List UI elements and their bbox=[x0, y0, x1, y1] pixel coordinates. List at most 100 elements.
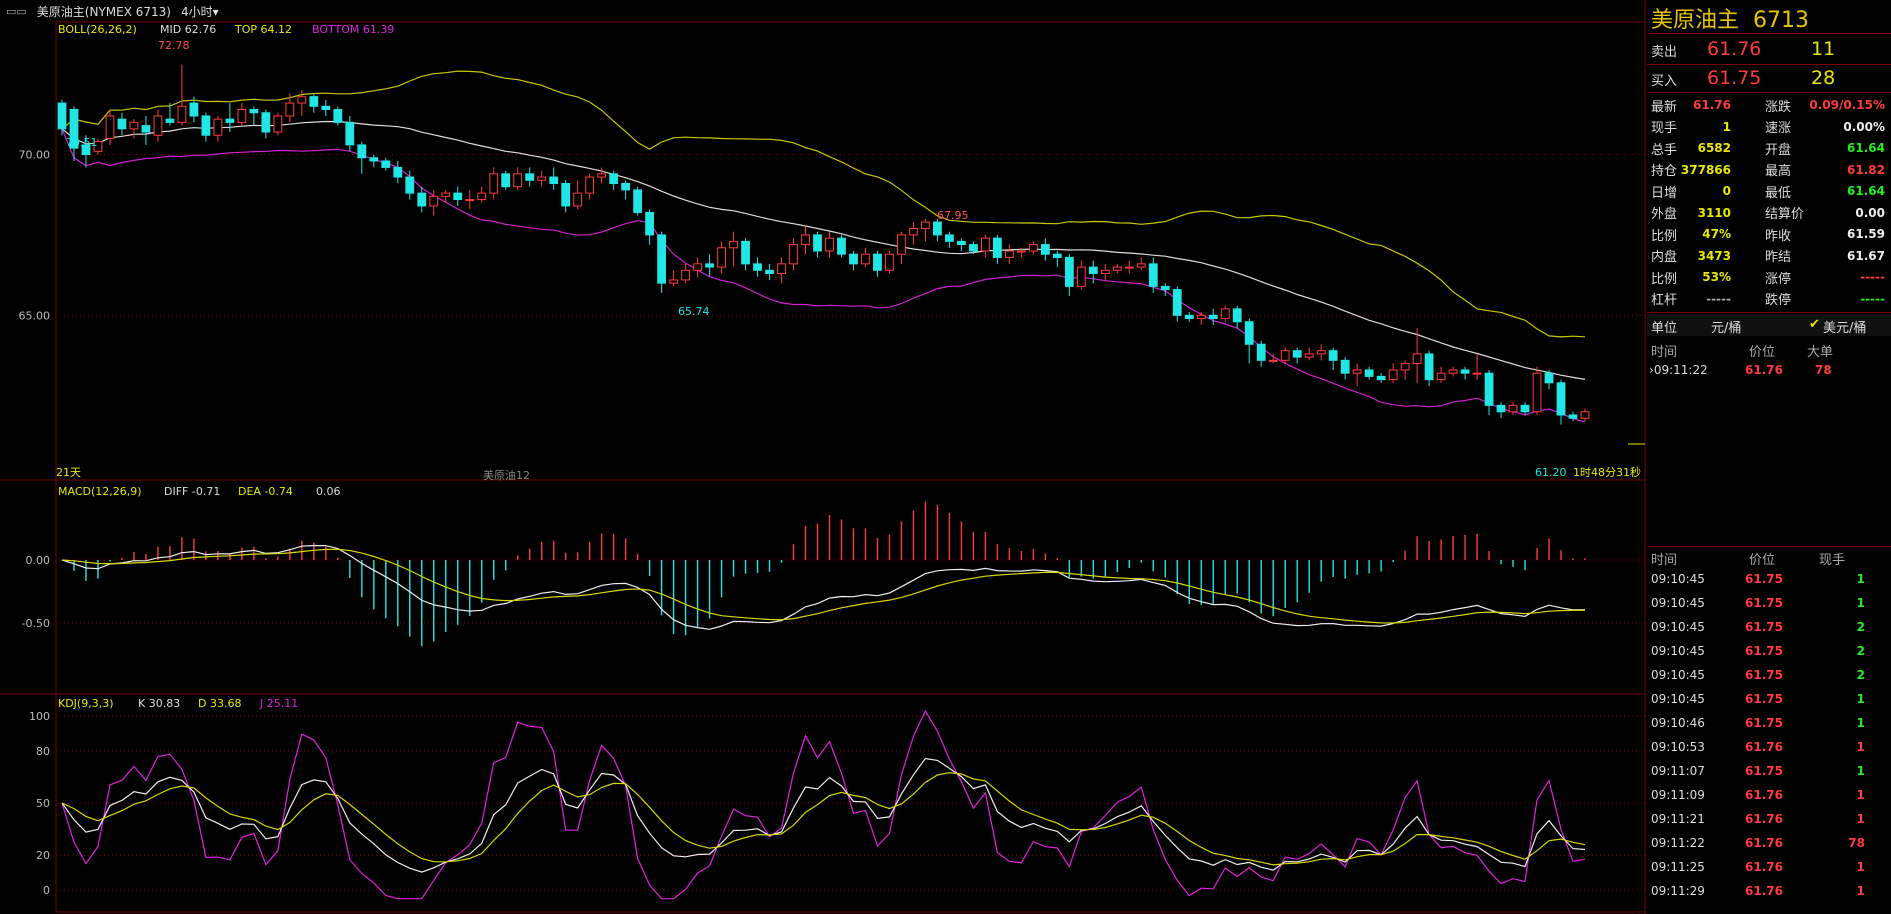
boll-mid-line bbox=[61, 120, 1586, 380]
tick-row[interactable]: 09:10:45 61.75 2 bbox=[1647, 616, 1891, 640]
tick-time: 09:10:45 bbox=[1651, 596, 1705, 610]
stat-row: 最新 61.76 涨跌 0.09/0.15% bbox=[1647, 95, 1891, 115]
last-low-annotation: 61.20 bbox=[1535, 466, 1567, 479]
tick-size: 1 bbox=[1856, 788, 1865, 802]
tick-row[interactable]: 09:11:07 61.75 1 bbox=[1647, 760, 1891, 784]
stat-value: 377866 bbox=[1680, 162, 1731, 177]
buy-row: 买入 61.75 28 bbox=[1651, 67, 1836, 89]
candle-body bbox=[1448, 369, 1458, 374]
candle-body bbox=[1124, 266, 1134, 269]
macd-axis-label: 0.00 bbox=[26, 554, 51, 567]
stat-row: 日增 0 最低 61.64 bbox=[1647, 181, 1891, 201]
candle-body bbox=[1472, 372, 1482, 375]
candle-body bbox=[129, 121, 139, 130]
candle-body bbox=[777, 263, 786, 275]
candle-body bbox=[513, 173, 523, 188]
stat-row: 内盘 3473 昨结 61.67 bbox=[1647, 246, 1891, 266]
candle-body bbox=[213, 118, 223, 136]
candle-body bbox=[429, 195, 439, 207]
candle-body bbox=[1208, 314, 1218, 320]
countdown-text: 1时48分31秒 bbox=[1573, 465, 1641, 479]
candle-body bbox=[1160, 285, 1170, 291]
big-order-row[interactable]: ›09:11:22 61.76 78 bbox=[1647, 360, 1891, 380]
tick-size: 1 bbox=[1856, 572, 1865, 586]
stat-row: 杠杆 ----- 跌停 ----- bbox=[1647, 289, 1891, 309]
tick-row[interactable]: 09:11:09 61.76 1 bbox=[1647, 784, 1891, 808]
tick-price: 61.75 bbox=[1745, 764, 1783, 778]
candle-body bbox=[561, 182, 571, 207]
tick-row[interactable]: 09:11:25 61.76 1 bbox=[1647, 856, 1891, 880]
quote-panel: 美原油主 6713 卖出 61.76 11 买入 61.75 28 最新 61.7… bbox=[1647, 0, 1891, 914]
tick-size: 2 bbox=[1856, 668, 1865, 682]
candle-body bbox=[705, 263, 714, 268]
tick-row[interactable]: 09:11:21 61.76 1 bbox=[1647, 808, 1891, 832]
tick-row[interactable]: 09:10:45 61.75 2 bbox=[1647, 664, 1891, 688]
candle-body bbox=[501, 173, 511, 188]
big-order-time: ›09:11:22 bbox=[1649, 363, 1708, 377]
candle-body bbox=[189, 102, 199, 117]
candle-body bbox=[1172, 289, 1182, 316]
candle-body bbox=[237, 109, 247, 123]
candle-body bbox=[1316, 350, 1326, 355]
candle-body bbox=[921, 221, 930, 229]
stat-value: 47% bbox=[1702, 227, 1731, 241]
tick-time: 09:10:45 bbox=[1651, 644, 1705, 658]
tick-row[interactable]: 09:10:45 61.75 1 bbox=[1647, 592, 1891, 616]
candle-body bbox=[1076, 266, 1086, 287]
window-title: 美原油主(NYMEX 6713) bbox=[36, 4, 171, 19]
tick-size: 78 bbox=[1848, 836, 1865, 850]
stat-value: 1 bbox=[1722, 119, 1731, 134]
tick-price: 61.75 bbox=[1745, 716, 1783, 730]
unit-usd-option[interactable]: 美元/桶 bbox=[1823, 321, 1867, 336]
stat-label: 比例 bbox=[1651, 271, 1678, 287]
stat-value: 61.82 bbox=[1847, 162, 1885, 177]
window-restore-icon[interactable]: ▭▭ bbox=[6, 4, 27, 18]
candle-body bbox=[573, 192, 583, 207]
tick-row[interactable]: 09:11:29 61.76 1 bbox=[1647, 880, 1891, 904]
candle-body bbox=[465, 199, 475, 202]
kdj-k-value: K 30.83 bbox=[138, 697, 180, 710]
unit-cny-option[interactable]: 元/桶 bbox=[1711, 321, 1742, 336]
tick-row[interactable]: 09:10:45 61.75 1 bbox=[1647, 688, 1891, 712]
tick-row[interactable]: 09:11:22 61.76 78 bbox=[1647, 832, 1891, 856]
stat-label: 开盘 bbox=[1765, 142, 1792, 158]
candle-body bbox=[1292, 350, 1302, 358]
candle-body bbox=[1352, 369, 1362, 374]
candle-body bbox=[969, 244, 978, 252]
period-selector[interactable]: 4小时▾ bbox=[180, 4, 219, 19]
tick-price: 61.75 bbox=[1745, 644, 1783, 658]
kline-chart-area[interactable]: 70.00 65.00 BOLL(26,26,2) MID 62.76 TOP 64.1… bbox=[0, 0, 1647, 914]
price-axis-label: 65.00 bbox=[19, 309, 51, 322]
candle-body bbox=[57, 102, 67, 130]
candle-body bbox=[1460, 369, 1470, 374]
stat-value: 61.76 bbox=[1693, 98, 1731, 112]
tick-row[interactable]: 09:10:45 61.75 2 bbox=[1647, 640, 1891, 664]
quote-title: 美原油主 6713 bbox=[1651, 8, 1810, 33]
kdj-axis-label: 80 bbox=[36, 745, 50, 758]
candle-body bbox=[69, 109, 79, 149]
candle-body bbox=[1400, 363, 1410, 371]
tick-row[interactable]: 09:10:46 61.75 1 bbox=[1647, 712, 1891, 736]
tick-row[interactable]: 09:10:53 61.76 1 bbox=[1647, 736, 1891, 760]
stat-value: 6582 bbox=[1697, 141, 1731, 155]
candle-body bbox=[1100, 269, 1110, 275]
macd-diff-value: DIFF -0.71 bbox=[164, 485, 220, 498]
stat-label: 持仓 bbox=[1651, 164, 1678, 179]
candle-body bbox=[657, 234, 667, 284]
candle-body bbox=[1184, 314, 1194, 320]
stat-value: 61.64 bbox=[1847, 184, 1885, 198]
boll-bottom-value: BOTTOM 61.39 bbox=[312, 23, 394, 36]
macd-dea-line bbox=[61, 548, 1586, 624]
candle-body bbox=[1436, 372, 1446, 381]
candle-body bbox=[1376, 375, 1386, 381]
stat-row: 总手 6582 开盘 61.64 bbox=[1647, 138, 1891, 158]
tick-row[interactable]: 09:10:45 61.75 1 bbox=[1647, 568, 1891, 592]
candle-body bbox=[1040, 244, 1050, 255]
candle-body bbox=[681, 269, 690, 281]
stat-value: 61.64 bbox=[1847, 141, 1885, 155]
big-order-header: 时间 价位 大单 bbox=[1651, 344, 1834, 360]
candle-body bbox=[333, 109, 343, 123]
window-title-bar: ▭▭ 美原油主(NYMEX 6713) 4小时▾ bbox=[0, 0, 1891, 22]
kdj-k-line bbox=[61, 757, 1586, 873]
checkmark-icon: ✔ bbox=[1809, 317, 1820, 332]
